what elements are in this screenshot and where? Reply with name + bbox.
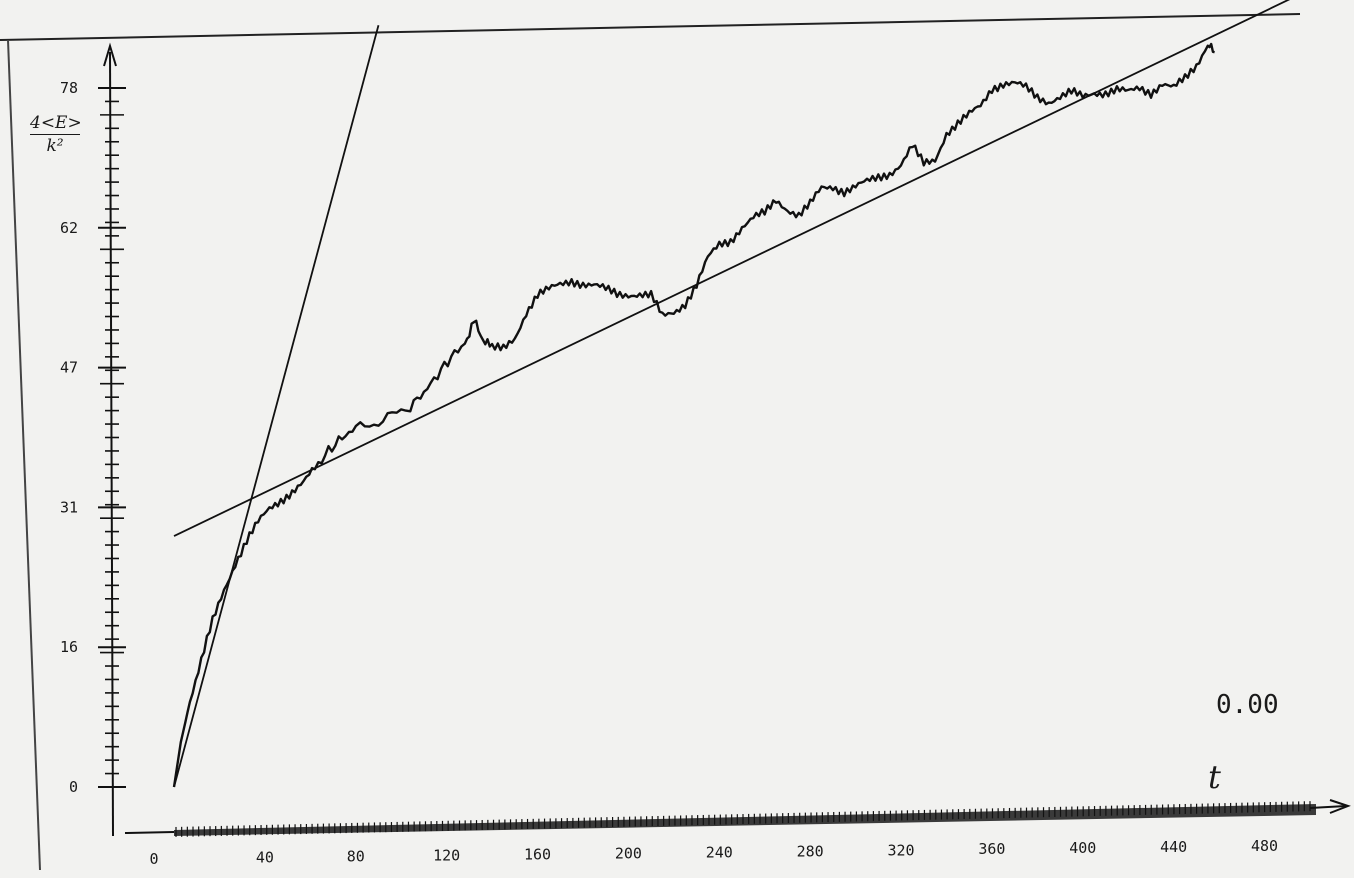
y-tick-label: 16 — [60, 638, 78, 656]
x-axis-extension — [1309, 805, 1347, 809]
x-tick-label: 240 — [706, 843, 733, 861]
x-tick-label: 200 — [615, 844, 642, 862]
fit-line — [173, 25, 380, 788]
x-tick-label: 320 — [887, 841, 914, 859]
x-axis-label: t — [1208, 758, 1221, 796]
y-tick-label: 0 — [69, 778, 78, 796]
x-tick-label: 40 — [256, 849, 274, 867]
y-tick-label: 62 — [60, 219, 78, 237]
x-axis-left-segment — [124, 831, 175, 834]
x-tick-label: 440 — [1160, 838, 1187, 856]
y-axis-line — [109, 51, 114, 837]
y-tick-label: 78 — [60, 79, 78, 97]
x-tick-label: 120 — [433, 847, 460, 865]
y-axis-label-numerator: 4<E> — [30, 113, 82, 135]
x-tick-label: 80 — [347, 848, 365, 866]
data-curve — [172, 42, 1215, 788]
frame-left-line — [7, 39, 41, 871]
y-axis-label: 4<E> k² — [30, 113, 82, 156]
x-tick-label: 480 — [1251, 837, 1278, 855]
x-tick-label: 360 — [978, 840, 1005, 858]
x-axis-arrow — [1329, 799, 1351, 814]
y-tick-label: 47 — [60, 359, 78, 377]
x-tick-label: 160 — [524, 846, 551, 864]
y-tick-label: 31 — [60, 498, 78, 516]
annotation-text: 0.00 — [1216, 690, 1279, 720]
x-tick-label: 400 — [1069, 839, 1096, 857]
y-axis-label-denominator: k² — [46, 136, 64, 156]
x-tick-label: 0 — [149, 850, 158, 868]
x-tick-label: 280 — [797, 842, 824, 860]
x-axis-band — [174, 804, 1316, 836]
y-axis-arrow — [103, 42, 117, 67]
fit-line — [173, 0, 1291, 537]
frame-top-line — [0, 13, 1301, 41]
